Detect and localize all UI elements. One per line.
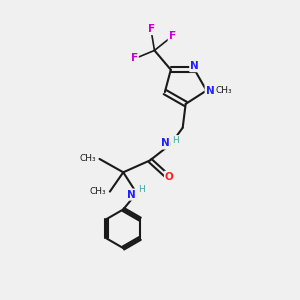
Text: N: N [190,61,199,71]
Text: N: N [161,139,170,148]
Text: F: F [148,24,155,34]
Text: H: H [172,136,178,145]
Text: CH₃: CH₃ [216,86,232,95]
Text: CH₃: CH₃ [90,187,106,196]
Text: N: N [127,190,136,200]
Text: CH₃: CH₃ [79,154,96,164]
Text: O: O [165,172,174,182]
Text: H: H [138,185,145,194]
Text: N: N [206,85,214,96]
Text: F: F [131,53,138,63]
Text: F: F [169,31,176,40]
